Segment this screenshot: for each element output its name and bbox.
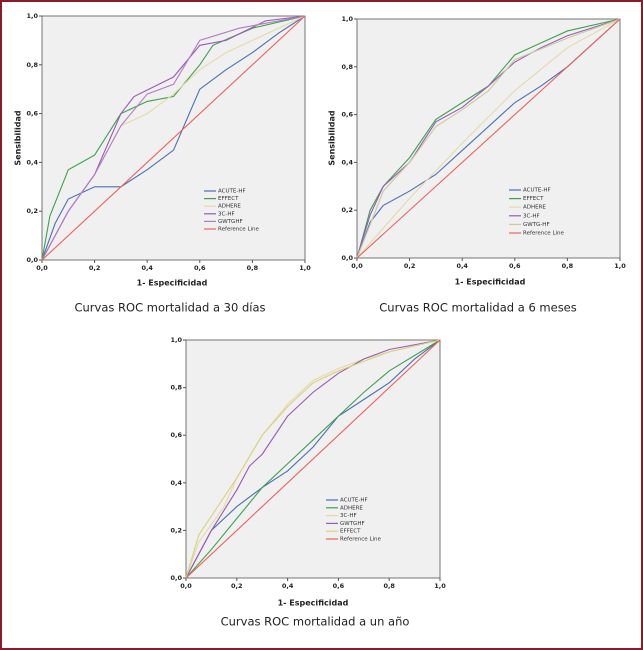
legend-label: EFFECT [523,196,544,202]
y-tick-label: 0,2 [26,207,38,215]
legend-label: ACUTE-HF [340,498,368,504]
legend-label: EFFECT [340,529,361,535]
roc-curve [356,18,621,259]
legend-label: ACUTE-HF [523,188,551,194]
x-tick-label: 1,0 [434,582,446,590]
y-axis-title: Sensibilidad [328,110,337,165]
legend-label: GWTGHF [340,521,365,527]
roc-curve [356,18,621,259]
legend-label: ACUTE-HF [218,189,246,195]
y-tick-label: 0,0 [341,254,353,262]
x-tick-label: 0,0 [351,262,363,270]
y-tick-label: 0,6 [170,431,182,439]
roc-curve [41,15,306,261]
roc-curve [185,339,441,579]
x-tick-label: 0,8 [383,582,395,590]
roc-curve [41,15,306,261]
roc-curve [41,15,306,261]
y-tick-label: 0,6 [341,111,353,119]
y-tick-label: 0,6 [26,110,38,118]
x-tick-label: 0,2 [404,262,416,270]
y-tick-label: 0,4 [170,479,182,487]
y-tick-label: 0,8 [341,63,353,71]
x-tick-label: 1,0 [614,262,626,270]
legend-label: 3C-HF [523,213,540,219]
roc-curve [185,339,441,579]
x-tick-label: 0,2 [231,582,243,590]
legend-label: ADHERE [340,505,363,511]
x-tick-label: 0,2 [89,264,101,272]
legend-label: GWTG-HF [523,222,550,228]
legend-label: ADHERE [218,204,241,210]
x-axis-title: 1- Especificidad [278,599,349,608]
caption: Curvas ROC mortalidad a 6 meses [379,301,577,315]
y-tick-label: 0,2 [170,526,182,534]
x-tick-label: 0,8 [562,262,574,270]
legend-label: 3C-HF [218,211,235,217]
roc-curve [356,18,621,259]
legend-label: ADHERE [523,205,546,211]
x-tick-label: 0,0 [36,264,48,272]
legend-label: Reference Line [218,227,260,233]
caption: Curvas ROC mortalidad a un año [221,615,410,629]
x-tick-label: 0,4 [141,264,153,272]
legend-label: Reference Line [523,231,565,237]
y-tick-label: 0,8 [26,61,38,69]
y-axis-title: Sensibilidad [14,110,23,165]
x-tick-label: 0,6 [194,264,206,272]
roc-curve [41,15,306,261]
y-tick-label: 0,2 [341,206,353,214]
x-tick-label: 0,4 [282,582,294,590]
y-tick-label: 0,0 [26,256,38,264]
roc-curve [185,339,441,579]
roc-curve [185,339,441,579]
x-tick-label: 0,6 [333,582,345,590]
x-tick-label: 0,4 [456,262,468,270]
roc-curve [356,18,621,259]
y-tick-label: 1,0 [341,15,353,23]
legend-label: EFFECT [218,196,239,202]
y-tick-label: 1,0 [26,12,38,20]
caption: Curvas ROC mortalidad a 30 días [74,301,265,315]
x-axis-title: 1- Especificidad [455,278,526,287]
x-tick-label: 0,0 [180,582,192,590]
legend-label: Reference Line [340,537,382,543]
roc-curve [185,339,441,579]
y-tick-label: 0,4 [26,158,38,166]
y-tick-label: 0,0 [170,574,182,582]
y-tick-label: 0,8 [170,384,182,392]
x-tick-label: 0,6 [509,262,521,270]
x-tick-label: 0,8 [247,264,259,272]
y-tick-label: 0,4 [341,158,353,166]
roc-curve [356,18,621,259]
roc-curve [185,339,441,579]
legend-label: GWTGHF [218,219,243,225]
y-tick-label: 1,0 [170,336,182,344]
x-axis-title: 1- Especificidad [137,279,208,288]
x-tick-label: 1,0 [299,264,311,272]
legend-label: 3C-HF [340,513,357,519]
